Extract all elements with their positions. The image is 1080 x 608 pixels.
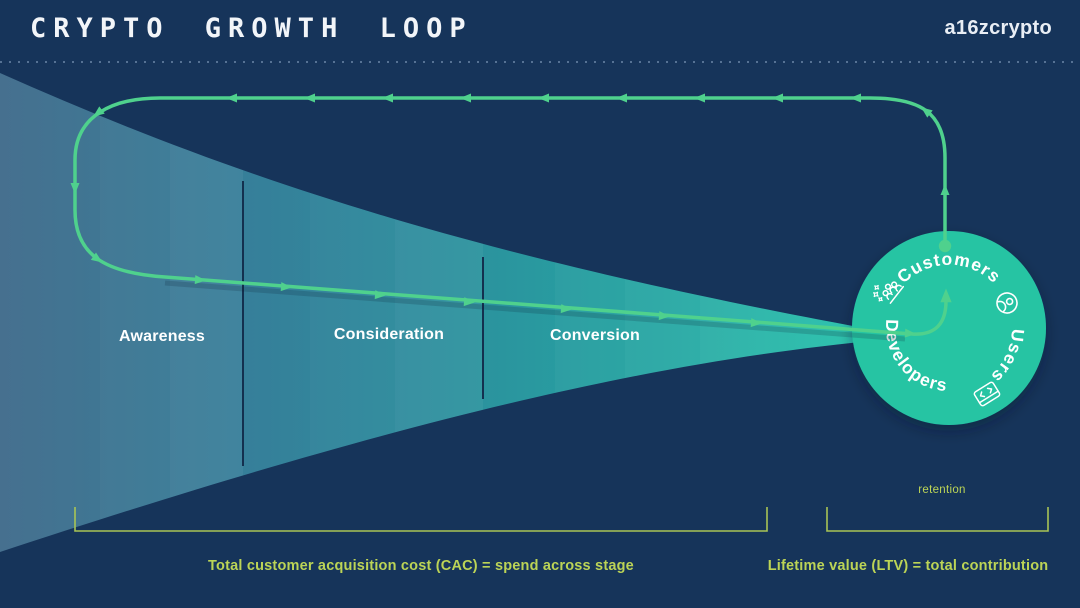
retention-label: retention [918, 484, 965, 496]
loop-start-dot [938, 239, 952, 253]
stage-label-conversion: Conversion [550, 327, 640, 344]
customers-crowd-icon [873, 281, 905, 304]
user-circle-icon [996, 292, 1018, 314]
header: CRYPTO GROWTH LOOP a16zcrypto [0, 0, 1080, 62]
ltv-caption: Lifetime value (LTV) = total contributio… [768, 558, 1049, 574]
developer-code-card-icon [973, 381, 1001, 407]
stage-label-awareness: Awareness [119, 328, 205, 345]
cac-bracket [74, 507, 768, 532]
loop-circle [852, 231, 1046, 425]
ltv-bracket [826, 507, 1049, 532]
brand-logo: a16zcrypto [944, 17, 1052, 39]
stage-label-consideration: Consideration [334, 326, 444, 343]
page-title: CRYPTO GROWTH LOOP [30, 13, 473, 44]
growth-loop-arrow [73, 96, 948, 336]
header-divider [0, 61, 1080, 63]
cac-caption: Total customer acquisition cost (CAC) = … [208, 558, 634, 574]
funnel-shape [0, 73, 880, 552]
loop-line-shadow [164, 280, 906, 342]
